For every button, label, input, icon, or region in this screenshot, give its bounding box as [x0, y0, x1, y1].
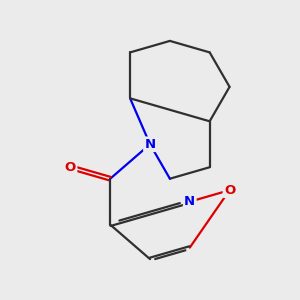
Text: N: N [144, 138, 156, 151]
Text: N: N [184, 195, 195, 208]
Text: O: O [224, 184, 235, 197]
Text: O: O [65, 161, 76, 174]
